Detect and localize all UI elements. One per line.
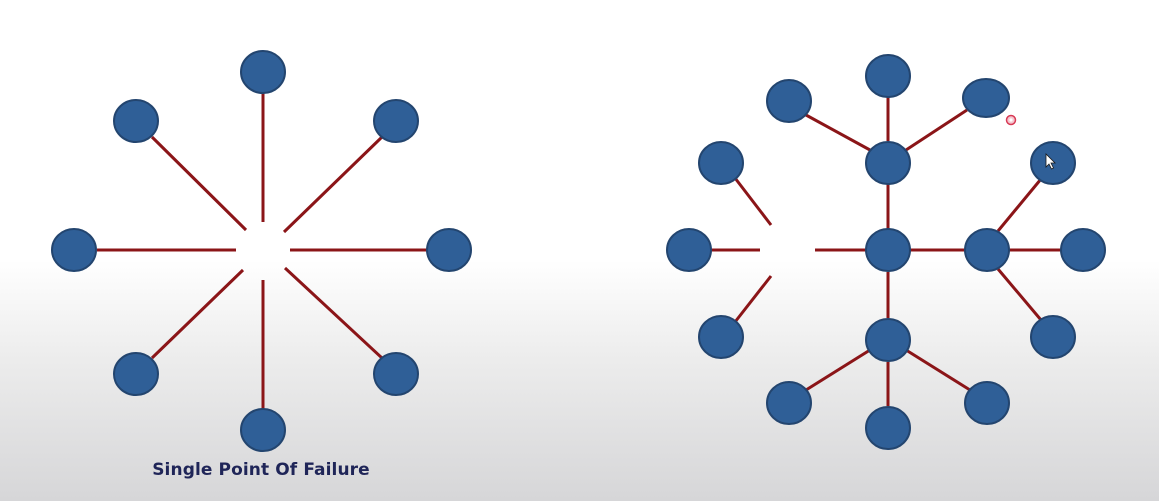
tree-node-lower-hub — [865, 318, 911, 362]
tree-nodes — [666, 54, 1106, 450]
tree-link-top-left — [805, 113, 871, 152]
tree-links — [710, 97, 1061, 406]
star-node-bottom — [240, 408, 286, 452]
star-link-bottom-right — [283, 266, 384, 360]
star-node-top-right — [373, 99, 419, 143]
tree-node-top — [865, 54, 911, 98]
star-nodes — [51, 50, 472, 452]
tree-link-top-right — [905, 108, 968, 152]
star-node-bottom-right — [373, 352, 419, 396]
tree-node-right-hub — [964, 228, 1010, 272]
tree-node-center-hub — [865, 228, 911, 272]
tree-node-left-lower — [698, 315, 744, 359]
star-node-left — [51, 228, 97, 272]
tree-node-right-lower — [1030, 315, 1076, 359]
tree-node-top-left — [766, 79, 812, 123]
tree-link-right-hub-up — [996, 178, 1043, 232]
star-node-right — [426, 228, 472, 272]
mouse-pointer-icon — [1045, 153, 1056, 170]
click-indicator-icon — [1005, 114, 1017, 126]
star-node-bottom-left — [113, 352, 159, 396]
tree-link-bottom-right — [905, 348, 971, 392]
tree-link-left-upper — [733, 177, 773, 226]
star-link-top-right — [282, 135, 384, 234]
tree-node-bottom-left — [766, 381, 812, 425]
star-link-bottom-left — [150, 268, 245, 360]
tree-link-left-lower — [733, 275, 773, 323]
tree-node-bottom — [865, 406, 911, 450]
tree-node-bottom-right — [964, 381, 1010, 425]
tree-topology-diagram — [666, 54, 1106, 450]
diagram-caption: Single Point Of Failure — [152, 460, 370, 480]
tree-node-top-right — [962, 78, 1010, 118]
tree-link-bottom-left — [805, 348, 871, 392]
star-links — [97, 93, 428, 410]
tree-node-far-right — [1060, 228, 1106, 272]
star-topology-diagram — [51, 50, 472, 452]
tree-link-right-hub-down — [996, 268, 1043, 321]
star-link-top-left — [150, 135, 248, 232]
star-node-top — [240, 50, 286, 94]
star-node-top-left — [113, 99, 159, 143]
tree-node-left-upper — [698, 141, 744, 185]
tree-node-upper-hub — [865, 141, 911, 185]
tree-node-left — [666, 228, 712, 272]
